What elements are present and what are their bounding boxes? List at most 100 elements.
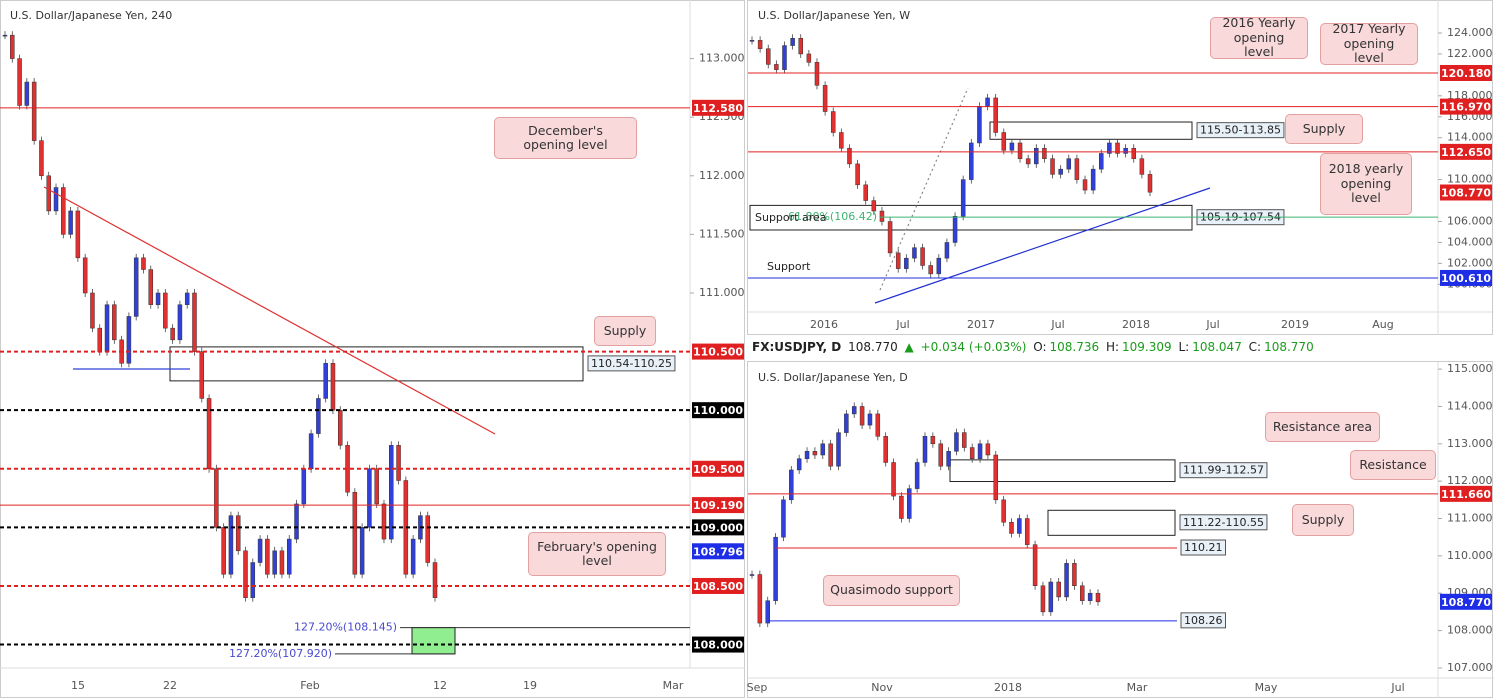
candle (782, 45, 787, 70)
candle (1009, 521, 1014, 534)
callout: 2017 Yearly opening level (1320, 22, 1418, 65)
x-tick-label: May (1255, 681, 1278, 694)
candle (920, 247, 925, 266)
candle (46, 175, 51, 212)
panel-frame (747, 361, 1493, 698)
callout: December's opening level (494, 117, 637, 159)
candle (374, 468, 379, 505)
candle (1048, 581, 1054, 613)
x-tick-label: 22 (163, 679, 177, 692)
x-tick-label: 15 (71, 679, 85, 692)
target-zone (411, 627, 456, 655)
close: 108.770 (1264, 340, 1314, 354)
callout: February's opening level (528, 532, 666, 576)
candle (1090, 168, 1096, 191)
x-tick-label: 2016 (810, 318, 838, 331)
candle (962, 432, 967, 448)
candle (24, 81, 30, 106)
candle (749, 574, 755, 576)
x-tick-label: 2019 (1281, 318, 1309, 331)
trend-line (874, 187, 1211, 304)
candle (316, 398, 321, 434)
candle (279, 550, 285, 575)
y-tick-label: 104.000 (1447, 235, 1493, 248)
candle (946, 451, 951, 467)
level-tag-label: 110.000 (693, 404, 743, 417)
y-tick-label: 102.000 (1447, 256, 1493, 269)
candle (1034, 147, 1039, 165)
candle (863, 184, 868, 201)
candle (820, 443, 826, 456)
level-label-box (1180, 539, 1226, 556)
level-tag-label: 120.180 (1441, 67, 1491, 80)
fib-label: 127.20%(107.920) (229, 647, 332, 660)
zone-label-box (1196, 122, 1285, 139)
candle (330, 363, 336, 411)
candle (199, 351, 205, 399)
candle (879, 210, 885, 222)
candle (31, 81, 37, 141)
chart-note: Support (767, 260, 811, 273)
y-tick-label: 113.000 (1447, 437, 1493, 450)
panel-frame (747, 0, 1493, 335)
candle (899, 495, 904, 519)
candle (177, 304, 183, 341)
candle (952, 216, 958, 243)
candle (1032, 544, 1038, 586)
y-tick-label: 112.000 (699, 169, 745, 182)
candle (985, 443, 991, 456)
candle (781, 499, 786, 538)
candle (243, 550, 248, 598)
candle (936, 257, 942, 275)
candle (1080, 585, 1085, 601)
candle (228, 515, 234, 575)
candle (960, 179, 966, 217)
y-tick-label: 112.000 (1447, 474, 1493, 487)
candle (381, 503, 387, 540)
candle (1074, 158, 1080, 180)
level-tag-label: 112.650 (1441, 146, 1491, 159)
candle (806, 53, 812, 63)
level-tag (692, 460, 744, 477)
candle (1042, 147, 1047, 159)
open: 108.736 (1049, 340, 1100, 354)
candle (765, 48, 771, 65)
candle (851, 406, 857, 415)
candle (836, 432, 841, 467)
level-tag (692, 543, 744, 560)
y-tick-label: 111.000 (699, 286, 745, 299)
candle (993, 454, 999, 501)
candle (133, 257, 139, 317)
candle (148, 269, 154, 305)
candle (855, 163, 860, 186)
candle (844, 413, 849, 433)
level-tag (1440, 98, 1492, 115)
callout: Resistance area (1265, 412, 1380, 442)
candle (53, 187, 59, 212)
candle (90, 292, 95, 329)
candle (192, 292, 197, 352)
level-tag-label: 109.190 (693, 499, 743, 512)
candle (214, 468, 219, 528)
callout: Supply (594, 316, 656, 346)
candle (1099, 153, 1104, 170)
candle (1058, 168, 1063, 175)
candle (1147, 174, 1153, 193)
candle (126, 316, 132, 364)
candle (828, 443, 833, 467)
level-tag (1440, 593, 1492, 610)
low-label: L: (1178, 340, 1190, 354)
level-tag (1440, 64, 1492, 81)
level-tag (1440, 269, 1492, 286)
callout: Resistance (1350, 450, 1436, 480)
candle (184, 292, 190, 305)
candle (1131, 147, 1137, 159)
zone (1047, 509, 1176, 536)
level-tag (1440, 485, 1492, 502)
level-label: 110.21 (1184, 541, 1223, 554)
candle (1024, 518, 1030, 545)
y-tick-label: 111.500 (699, 227, 745, 240)
x-tick-label: Jul (1050, 318, 1064, 331)
level-tag-label: 111.660 (1441, 488, 1491, 501)
candle (155, 292, 161, 305)
